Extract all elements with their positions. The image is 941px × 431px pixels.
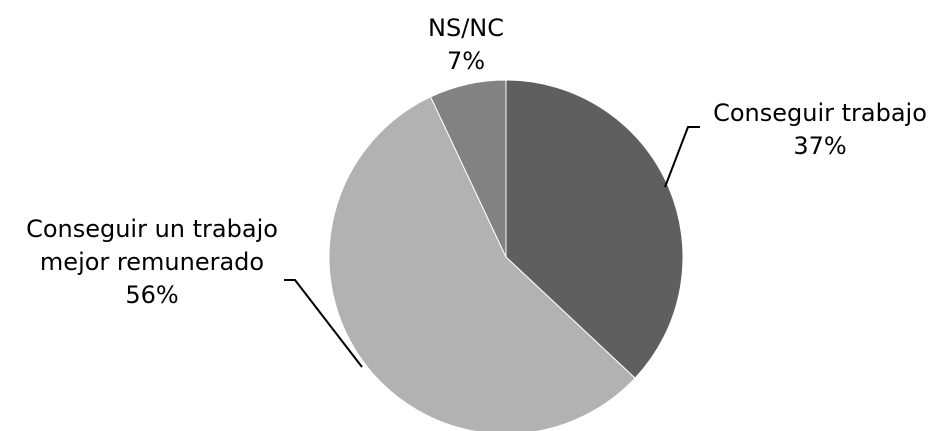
category-label-trabajo-mejor-remunerado-line-1: Conseguir un trabajo [26,215,278,243]
pie-slice-ns-nc [429,79,507,258]
value-label-trabajo-mejor-remunerado: 56% [125,281,178,309]
pie-slice-trabajo-mejor-remunerado [328,96,636,431]
leader-line-conseguir-trabajo [664,126,700,188]
leader-line-trabajo-mejor-remunerado [284,279,363,368]
pie-slices [328,79,684,431]
value-label-conseguir-trabajo: 37% [793,132,846,160]
value-label-ns-nc: 7% [447,47,485,75]
category-label-ns-nc: NS/NC [428,14,504,42]
leader-lines [284,126,700,368]
pie-slice-conseguir-trabajo [505,79,684,379]
category-label-conseguir-trabajo: Conseguir trabajo [713,99,927,127]
slice-labels: Conseguir trabajo 37% Conseguir un trabajo… [26,14,927,309]
category-label-trabajo-mejor-remunerado-line-2: mejor remunerado [40,248,264,276]
